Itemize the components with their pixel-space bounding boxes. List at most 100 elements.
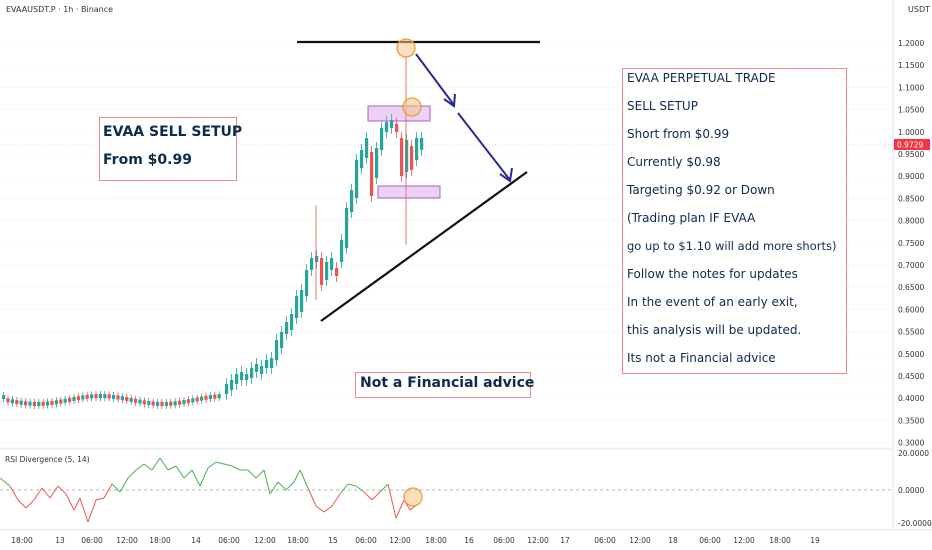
candle-body bbox=[310, 258, 314, 270]
time-tick-label: 12:00 bbox=[254, 536, 276, 545]
price-tick-label: 1.1500 bbox=[898, 61, 924, 70]
current-price-text: 0.9729 bbox=[897, 141, 923, 150]
rsi-segment bbox=[103, 483, 113, 499]
note-line: (Trading plan IF EVAA bbox=[627, 211, 756, 225]
candle-body bbox=[275, 340, 279, 360]
rsi-segment bbox=[277, 481, 287, 491]
highlight-circle-zone[interactable] bbox=[402, 97, 422, 117]
candle-body bbox=[85, 394, 89, 399]
candle-body bbox=[112, 394, 116, 399]
price-tick-label: 0.8000 bbox=[898, 217, 924, 226]
candle-body bbox=[200, 396, 204, 401]
candle-body bbox=[182, 400, 186, 405]
rsi-segment bbox=[247, 469, 257, 479]
time-tick-label: 12:00 bbox=[527, 536, 549, 545]
candle-body bbox=[90, 394, 94, 399]
candle-body bbox=[94, 394, 98, 399]
time-axis: 18:00 13 06:00 12:00 18:00 14 06:00 12:00 18:00 1… bbox=[11, 536, 820, 545]
price-tick-label: 0.7000 bbox=[898, 261, 924, 270]
candle-body bbox=[81, 395, 85, 400]
candle-body bbox=[28, 401, 32, 406]
down-arrow-1[interactable] bbox=[415, 53, 455, 106]
time-tick-label: 12:00 bbox=[733, 536, 755, 545]
candle-body bbox=[325, 262, 329, 280]
candle-body bbox=[178, 400, 182, 405]
rsi-segment bbox=[111, 483, 121, 493]
rsi-segment bbox=[127, 469, 137, 479]
rsi-segment bbox=[307, 487, 317, 507]
note-line: Short from $0.99 bbox=[627, 127, 730, 141]
rsi-segment bbox=[355, 485, 365, 493]
candle-body bbox=[19, 400, 23, 405]
highlight-circle-top[interactable] bbox=[396, 38, 416, 58]
rsi-segment bbox=[269, 481, 279, 495]
time-tick-label: 06:00 bbox=[493, 536, 515, 545]
candle-body bbox=[240, 372, 244, 380]
rsi-segment bbox=[363, 491, 373, 501]
candle-body bbox=[330, 258, 334, 270]
candle-body bbox=[335, 268, 339, 276]
candle-body bbox=[160, 401, 164, 406]
rsi-segment bbox=[79, 497, 89, 523]
candle-body bbox=[380, 128, 384, 150]
candle-body bbox=[129, 397, 133, 402]
rsi-indicator-label: RSI Divergence (5, 14) bbox=[5, 455, 90, 464]
price-tick-label: 0.4000 bbox=[898, 394, 924, 403]
candle-body bbox=[173, 401, 177, 406]
sell-setup-note[interactable]: EVAA SELL SETUP From $0.99 bbox=[99, 117, 242, 181]
time-tick-label: 18:00 bbox=[425, 536, 447, 545]
currency-label: USDT bbox=[908, 5, 930, 14]
candle-body bbox=[295, 296, 299, 318]
candle-body bbox=[120, 396, 124, 401]
rsi-segment bbox=[95, 497, 105, 501]
candle-body bbox=[10, 399, 14, 404]
rsi-segment bbox=[73, 497, 81, 511]
time-tick-label: 19 bbox=[810, 536, 820, 545]
down-arrow-2[interactable] bbox=[457, 112, 511, 181]
rsi-segment bbox=[183, 469, 193, 479]
candle-body bbox=[270, 358, 274, 368]
candle-body bbox=[360, 150, 364, 168]
candle-body bbox=[164, 401, 168, 406]
candle-body bbox=[410, 146, 414, 170]
price-tick-label: 0.5000 bbox=[898, 350, 924, 359]
note-line: Follow the notes for updates bbox=[627, 267, 798, 281]
rsi-segment bbox=[143, 463, 153, 471]
price-axis: 1.2000 1.1500 1.1000 1.0500 1.0000 0.9500 0.90… bbox=[898, 39, 924, 448]
time-tick-label: 18:00 bbox=[11, 536, 33, 545]
candle-body bbox=[260, 366, 264, 374]
price-tick-label: 0.9500 bbox=[898, 150, 924, 159]
rsi-segment bbox=[33, 487, 43, 501]
rsi-segment bbox=[191, 469, 201, 487]
candle-body bbox=[98, 394, 102, 399]
time-tick-label: 06:00 bbox=[218, 536, 240, 545]
rsi-segment bbox=[25, 499, 35, 509]
candle-body bbox=[116, 395, 120, 400]
candle-body bbox=[395, 124, 399, 132]
candle-body bbox=[68, 397, 72, 402]
rsi-segment bbox=[167, 465, 177, 471]
candle-body bbox=[50, 400, 54, 405]
disclaimer-note[interactable]: Not a Financial advice bbox=[355, 372, 534, 398]
candle-body bbox=[6, 398, 10, 403]
time-tick-label: 15 bbox=[328, 536, 338, 545]
rsi-segment bbox=[223, 463, 233, 467]
candle-body bbox=[225, 384, 229, 394]
highlight-circle-rsi[interactable] bbox=[403, 487, 423, 507]
rsi-segment bbox=[299, 469, 309, 489]
support-zone[interactable] bbox=[377, 185, 441, 199]
trade-plan-note[interactable]: EVAA PERPETUAL TRADE SELL SETUP Short fr… bbox=[622, 68, 847, 374]
rsi-tick-label: -20.0000 bbox=[898, 519, 932, 528]
candle-body bbox=[217, 394, 221, 399]
candle-body bbox=[32, 401, 36, 406]
rsi-segment bbox=[285, 481, 295, 491]
candle-body bbox=[400, 138, 404, 176]
price-tick-label: 1.0500 bbox=[898, 106, 924, 115]
support-trendline[interactable] bbox=[320, 171, 528, 322]
current-price-tag: 0.9729 bbox=[894, 139, 930, 150]
candle-body bbox=[41, 401, 45, 406]
rsi-tick-label: 20.0000 bbox=[898, 449, 929, 458]
price-tick-label: 0.6500 bbox=[898, 283, 924, 292]
candle-body bbox=[24, 401, 28, 406]
current-price-badge bbox=[894, 139, 930, 150]
